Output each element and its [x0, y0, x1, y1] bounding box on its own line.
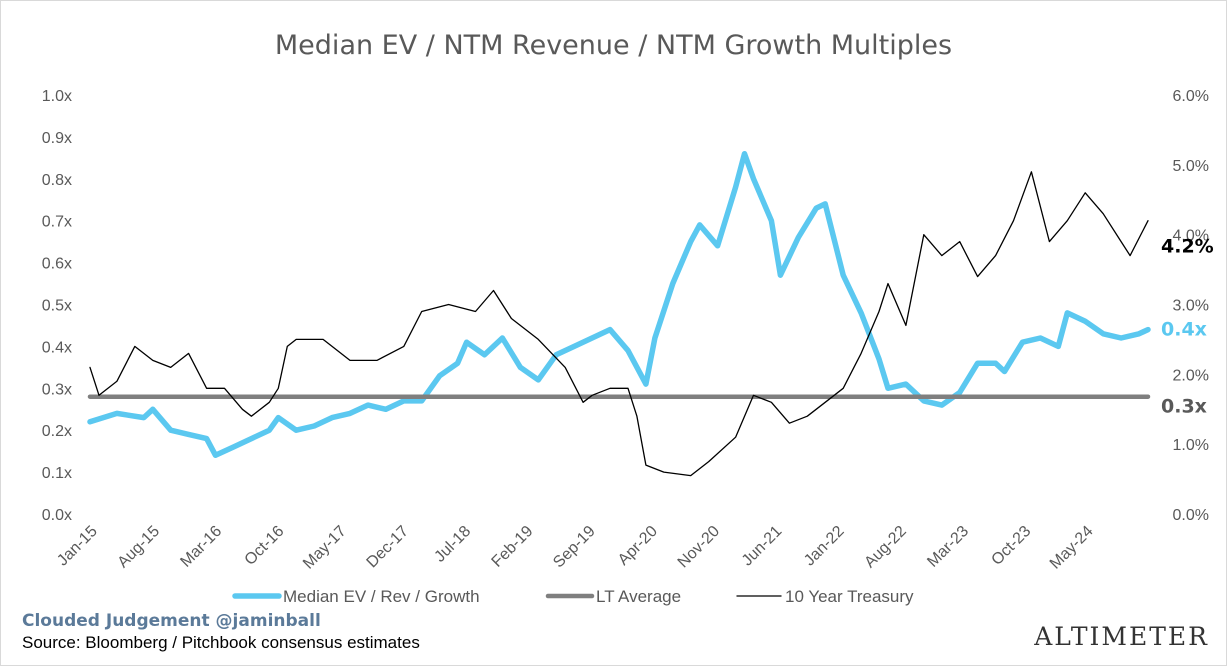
x-tick-label: May-17	[300, 523, 350, 573]
x-tick-label: Jun-21	[739, 523, 786, 570]
end-label-treasury: 4.2%	[1161, 236, 1214, 258]
y-right-tick-label: 6.0%	[1173, 88, 1209, 105]
y-left-tick-label: 1.0x	[42, 88, 72, 105]
y-left-tick-label: 0.8x	[42, 172, 72, 189]
x-tick-label: Aug-15	[115, 523, 164, 572]
y-left-tick-label: 0.9x	[42, 130, 72, 147]
series-median-ev-rev-growth	[87, 150, 1151, 459]
x-tick-label: Oct-16	[242, 523, 288, 569]
x-tick-label: Nov-20	[675, 523, 724, 572]
x-tick-label: May-24	[1047, 523, 1097, 573]
y-right-tick-label: 5.0%	[1173, 158, 1209, 175]
x-tick-label: Dec-17	[364, 523, 413, 572]
y-right-tick-label: 0.0%	[1173, 507, 1209, 524]
x-tick-label: Sep-19	[550, 523, 599, 572]
y-left-tick-label: 0.4x	[42, 339, 72, 356]
y-right-tick-label: 2.0%	[1173, 367, 1209, 384]
footer-source: Source: Bloomberg / Pitchbook consensus …	[22, 633, 420, 652]
legend-label: LT Average	[596, 587, 681, 606]
x-tick-label: Oct-23	[988, 523, 1034, 569]
end-label-median: 0.4x	[1161, 319, 1207, 341]
x-tick-label: Mar-16	[177, 523, 225, 571]
y-right-tick-label: 3.0%	[1173, 298, 1209, 315]
x-tick-label: Mar-23	[924, 523, 972, 571]
footer-brand: Clouded Judgement @jaminball	[22, 611, 321, 631]
x-tick-label: Aug-22	[861, 523, 910, 572]
y-right-tick-label: 4.0%	[1173, 228, 1209, 245]
end-label-lt-average: 0.3x	[1161, 396, 1207, 418]
y-left-tick-label: 0.1x	[42, 465, 72, 482]
x-tick-label: Apr-20	[615, 523, 661, 569]
y-left-tick-label: 0.7x	[42, 214, 72, 231]
y-left-tick-label: 0.0x	[42, 507, 72, 524]
y-left-tick-label: 0.5x	[42, 298, 72, 315]
x-tick-label: Jan-22	[801, 523, 848, 570]
altimeter-logo: ALTIMETER	[1034, 622, 1209, 651]
x-tick-label: Jan-15	[54, 523, 101, 570]
y-right-tick-label: 1.0%	[1173, 437, 1209, 454]
x-tick-label: Jul-18	[431, 523, 474, 566]
y-left-tick-label: 0.3x	[42, 381, 72, 398]
x-tick-label: Feb-19	[489, 523, 537, 571]
legend-label: Median EV / Rev / Growth	[283, 587, 480, 606]
legend-label: 10 Year Treasury	[785, 587, 914, 606]
y-left-tick-label: 0.2x	[42, 423, 72, 440]
chart-title: Median EV / NTM Revenue / NTM Growth Mul…	[274, 30, 953, 61]
y-left-tick-label: 0.6x	[42, 256, 72, 273]
series-10-year-treasury	[89, 171, 1149, 477]
